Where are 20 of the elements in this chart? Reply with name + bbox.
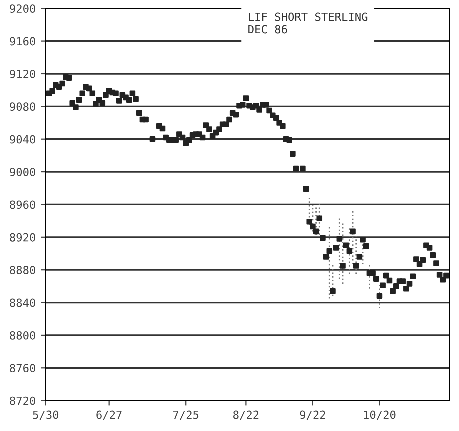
y-tick-label: 8800 [10,331,36,340]
y-tick-label: 9080 [10,102,36,112]
x-tick-label: 9/22 [300,410,326,420]
y-tick-label: 8760 [10,364,36,373]
x-tick-label: 8/22 [234,410,259,420]
x-tick-label: 7/25 [173,410,199,420]
y-tick-label: 8920 [10,233,36,242]
y-tick-label: 8840 [10,298,36,308]
y-tick-label: 9200 [10,4,36,14]
x-tick-label: 5/30 [33,410,59,420]
x-tick-label: 6/27 [96,410,122,420]
y-tick-label: 8960 [10,200,36,210]
y-tick-label: 9160 [10,37,36,46]
y-tick-label: 9040 [10,135,36,144]
x-tick-label: 10/20 [364,410,396,420]
y-tick-label: 8880 [10,266,36,274]
y-tick-label: 9120 [10,70,36,78]
y-tick-label: 8720 [10,396,36,406]
y-tick-label: 9000 [10,168,36,176]
text: LIF SHORT STERLING DEC 86 [248,12,368,34]
